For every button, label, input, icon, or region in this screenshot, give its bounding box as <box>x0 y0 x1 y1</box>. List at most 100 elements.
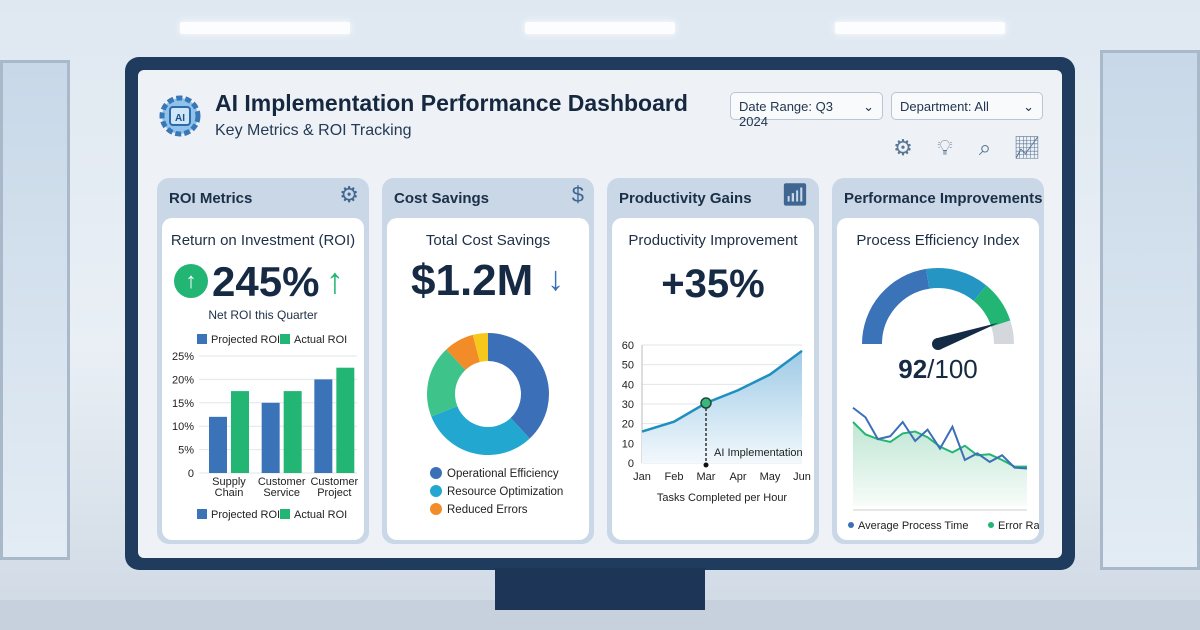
chart-search-icon[interactable]: ⌕ <box>978 135 992 160</box>
y-tick-label: 20 <box>622 419 634 431</box>
roi-bar-chart: 05%10%15%20%25%SupplyChainCustomerServic… <box>172 334 359 521</box>
efficiency-gauge <box>862 268 1014 350</box>
series-line <box>852 406 1028 470</box>
monitor-stand <box>495 568 705 610</box>
legend-dot <box>430 485 442 497</box>
y-tick-label: 60 <box>622 340 634 352</box>
hand-dollar-icon: $ <box>571 182 584 207</box>
department-select[interactable]: Department: All ⌄ <box>891 92 1043 120</box>
legend-label: Resource Optimization <box>447 486 563 498</box>
window <box>0 60 70 560</box>
card-header: Productivity Gains <box>619 190 752 207</box>
x-tick-label: Customer <box>258 476 306 488</box>
productivity-panel: Productivity Improvement +35% 0 10 20 30 40 5… <box>612 218 814 540</box>
gauge-hub <box>932 338 944 350</box>
panel-title: Return on Investment (ROI) <box>170 232 356 249</box>
y-tick-label: 50 <box>622 360 634 372</box>
annotation-marker <box>703 462 709 468</box>
svg-text:AI: AI <box>175 113 185 124</box>
page-subtitle: Key Metrics & ROI Tracking <box>215 122 412 139</box>
panel-title: Total Cost Savings <box>425 232 551 249</box>
date-range-value: Date Range: Q3 2024 <box>739 99 833 129</box>
legend-swatch <box>197 509 207 519</box>
y-tick-label: 30 <box>622 399 634 411</box>
gauge-value: 92 <box>898 354 928 384</box>
gauge-segment <box>991 320 1014 345</box>
ceiling-light <box>835 22 1005 34</box>
x-tick-label: Apr <box>729 471 746 483</box>
legend-label: Projected ROI <box>211 334 280 346</box>
x-tick-label: Feb <box>665 471 684 483</box>
ceiling-light <box>180 22 350 34</box>
chevron-down-icon: ⌄ <box>1023 99 1034 114</box>
y-tick-label: 40 <box>622 379 634 391</box>
department-value: Department: All <box>900 99 989 114</box>
y-tick-label: 15% <box>172 398 194 410</box>
bar-actual-roi <box>231 391 249 473</box>
productivity-line-chart: 0 10 20 30 40 50 60 AI Implementation Jan Feb Mar A… <box>622 340 811 504</box>
annotation-label: AI Implementation <box>714 447 803 459</box>
growth-chart-icon[interactable]: 📈︎ <box>1013 135 1041 160</box>
legend-dot <box>988 522 994 528</box>
performance-line-chart: Average Process Time Error Rates <box>848 406 1039 532</box>
x-tick-label: Service <box>263 487 300 499</box>
donut-slice <box>472 333 488 363</box>
y-tick-label: 10 <box>622 438 634 450</box>
roi-value: 245% <box>212 258 320 305</box>
hand-gear-icon: ⚙ <box>339 182 359 207</box>
legend-swatch <box>197 334 207 344</box>
cost-donut-chart: Operational Efficiency Resource Optimizat… <box>427 333 563 516</box>
donut-slice <box>446 334 480 370</box>
cost-panel: Total Cost Savings $1.2M ↓ Operational E… <box>387 218 589 540</box>
legend-label: Average Process Time <box>858 520 968 532</box>
legend-label: Error Rates <box>998 520 1039 532</box>
x-tick-label: Project <box>317 487 351 499</box>
up-circle-icon: ↑ <box>174 264 208 298</box>
bar-actual-roi <box>283 391 302 473</box>
trend-up-icon: ↑ <box>326 260 344 301</box>
legend-label: Projected ROI <box>211 509 280 521</box>
page-title: AI Implementation Performance Dashboard <box>215 90 688 116</box>
legend-label: Operational Efficiency <box>447 468 559 480</box>
legend-label: Reduced Errors <box>447 504 528 516</box>
legend-label: Actual ROI <box>294 509 347 521</box>
x-axis-title: Tasks Completed per Hour <box>657 492 788 504</box>
performance-panel: Process Efficiency Index 92/100 Average … <box>837 218 1039 540</box>
roi-caption: Net ROI this Quarter <box>208 308 318 322</box>
panel-title: Process Efficiency Index <box>856 232 1020 249</box>
panel-title: Productivity Improvement <box>628 232 798 249</box>
ceiling-light <box>525 22 675 34</box>
card-header: Cost Savings <box>394 190 490 207</box>
y-tick-label: 25% <box>172 351 194 363</box>
x-tick-label: May <box>760 471 781 483</box>
y-tick-label: 10% <box>172 421 194 433</box>
roi-panel: Return on Investment (ROI) ↑ 245% ↑ Net … <box>162 218 364 540</box>
ai-chip-gear-icon: AI <box>159 95 201 137</box>
legend-dot <box>430 467 442 479</box>
cost-savings-card: Cost Savings $ Total Cost Savings $1.2M … <box>382 178 594 544</box>
lightbulb-icon[interactable]: 💡︎ <box>937 135 953 160</box>
donut-slice <box>427 349 466 417</box>
bar-actual-roi <box>336 367 355 473</box>
legend-swatch <box>280 334 290 344</box>
x-tick-label: Mar <box>697 471 716 483</box>
bar-projected-roi <box>261 402 280 473</box>
bar-projected-roi <box>209 416 227 473</box>
gauge-segment <box>926 268 987 302</box>
y-tick-label: 5% <box>178 445 194 457</box>
trend-down-icon: ↓ <box>547 260 564 298</box>
x-tick-label: Customer <box>310 476 358 488</box>
y-tick-label: 0 <box>188 468 194 480</box>
x-tick-label: Supply <box>212 476 246 488</box>
data-line <box>641 349 803 433</box>
ai-gear-icon[interactable]: ⚙ <box>893 135 913 160</box>
gauge-max: /100 <box>927 354 978 384</box>
cost-value: $1.2M <box>411 256 534 305</box>
legend-swatch <box>280 509 290 519</box>
date-range-select[interactable]: Date Range: Q3 2024 ⌄ <box>730 92 883 129</box>
annotation-point <box>700 397 712 409</box>
gauge-needle <box>936 322 999 350</box>
y-tick-label: 0 <box>628 458 634 470</box>
y-tick-label: 20% <box>172 374 194 386</box>
bar-projected-roi <box>314 379 333 473</box>
